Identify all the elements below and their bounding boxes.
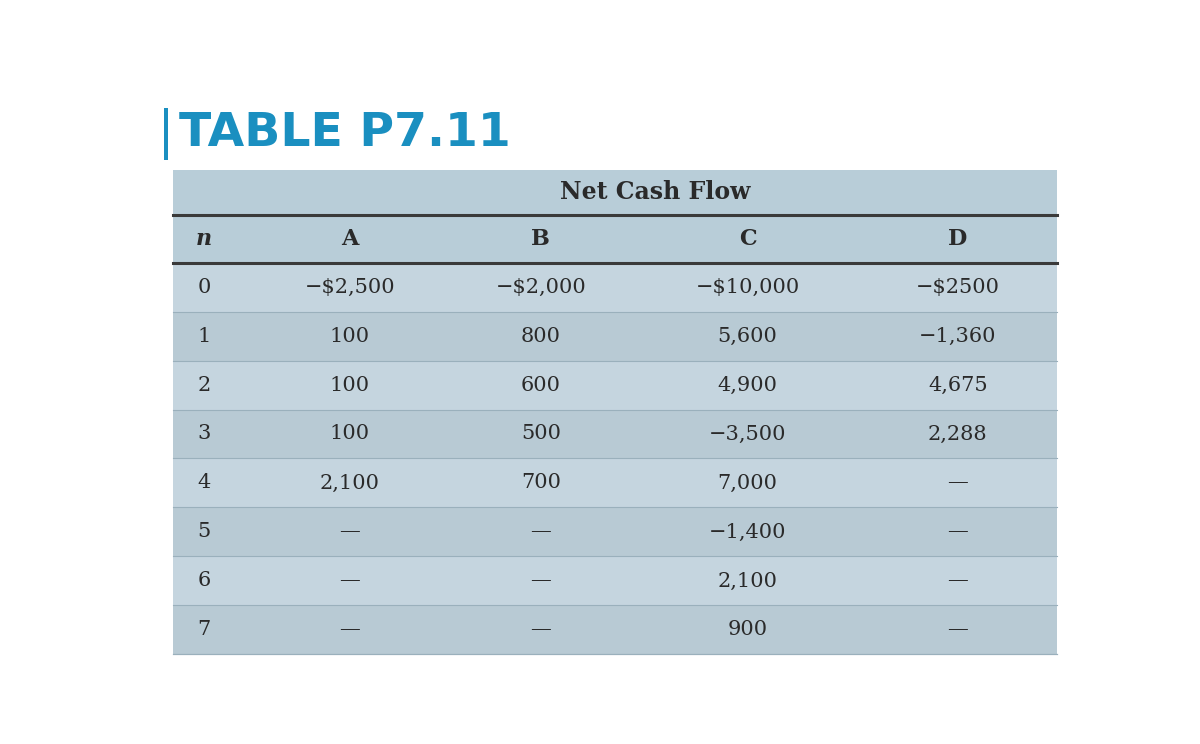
Text: —: — — [530, 522, 551, 542]
Text: 600: 600 — [521, 376, 560, 394]
Text: —: — — [340, 571, 360, 591]
Text: 3: 3 — [198, 425, 211, 443]
Text: 4,675: 4,675 — [928, 376, 988, 394]
Bar — [173, 458, 1057, 507]
Text: 2,100: 2,100 — [320, 473, 380, 493]
Text: 7: 7 — [198, 620, 211, 639]
Text: —: — — [948, 620, 968, 639]
Text: A: A — [341, 228, 359, 250]
Text: TABLE P7.11: TABLE P7.11 — [180, 112, 511, 156]
Text: 4,900: 4,900 — [718, 376, 778, 394]
Bar — [173, 557, 1057, 606]
Text: 700: 700 — [521, 473, 560, 493]
Text: 7,000: 7,000 — [718, 473, 778, 493]
Text: 500: 500 — [521, 425, 560, 443]
Text: 5: 5 — [198, 522, 211, 542]
Text: 5,600: 5,600 — [718, 327, 778, 345]
Bar — [173, 170, 1057, 655]
Text: −$2,000: −$2,000 — [496, 278, 586, 297]
Text: —: — — [340, 522, 360, 542]
Bar — [173, 312, 1057, 361]
Bar — [173, 606, 1057, 655]
Bar — [173, 409, 1057, 458]
Text: 100: 100 — [330, 327, 370, 345]
Text: 100: 100 — [330, 376, 370, 394]
Text: 100: 100 — [330, 425, 370, 443]
Text: —: — — [948, 571, 968, 591]
Text: −3,500: −3,500 — [709, 425, 786, 443]
Text: —: — — [948, 522, 968, 542]
Text: D: D — [948, 228, 967, 250]
Text: −$10,000: −$10,000 — [696, 278, 799, 297]
Text: —: — — [340, 620, 360, 639]
Text: 0: 0 — [198, 278, 211, 297]
Text: 2,100: 2,100 — [718, 571, 778, 591]
Bar — [173, 361, 1057, 409]
Text: —: — — [530, 620, 551, 639]
Text: −1,360: −1,360 — [919, 327, 996, 345]
Text: 1: 1 — [198, 327, 211, 345]
Text: n: n — [196, 228, 212, 250]
Bar — [164, 108, 168, 160]
Text: 6: 6 — [198, 571, 211, 591]
Text: —: — — [948, 473, 968, 493]
Text: 2,288: 2,288 — [928, 425, 988, 443]
Text: −$2,500: −$2,500 — [305, 278, 395, 297]
Text: —: — — [530, 571, 551, 591]
Text: B: B — [532, 228, 551, 250]
Text: 800: 800 — [521, 327, 560, 345]
Text: C: C — [739, 228, 756, 250]
Text: 900: 900 — [727, 620, 768, 639]
Text: 2: 2 — [198, 376, 211, 394]
Bar — [173, 263, 1057, 312]
Text: −1,400: −1,400 — [709, 522, 786, 542]
Text: Net Cash Flow: Net Cash Flow — [560, 181, 751, 205]
Text: −$2500: −$2500 — [916, 278, 1000, 297]
Text: 4: 4 — [198, 473, 211, 493]
Bar — [173, 507, 1057, 557]
